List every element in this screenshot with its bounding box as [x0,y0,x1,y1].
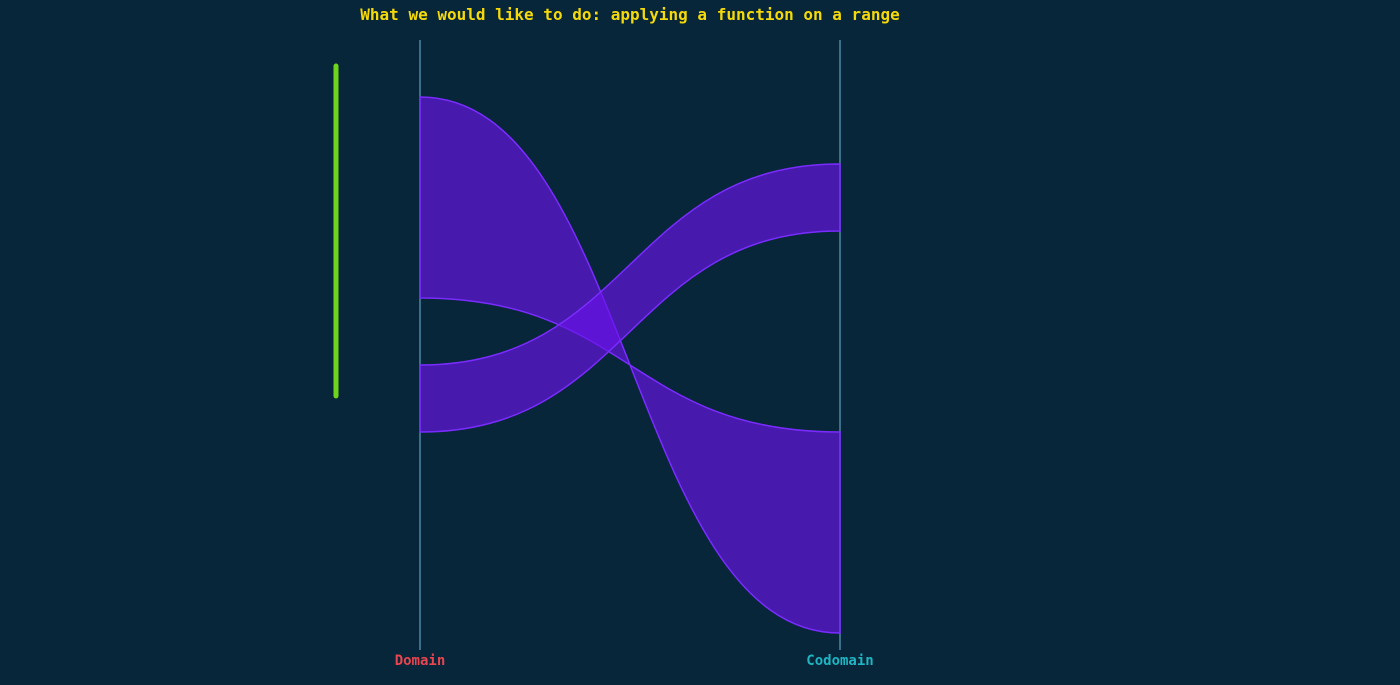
domain-label: Domain [395,653,446,669]
codomain-label: Codomain [806,653,873,669]
mapping-band-lower-to-upper [419,163,841,433]
diagram-title: What we would like to do: applying a fun… [360,5,899,24]
